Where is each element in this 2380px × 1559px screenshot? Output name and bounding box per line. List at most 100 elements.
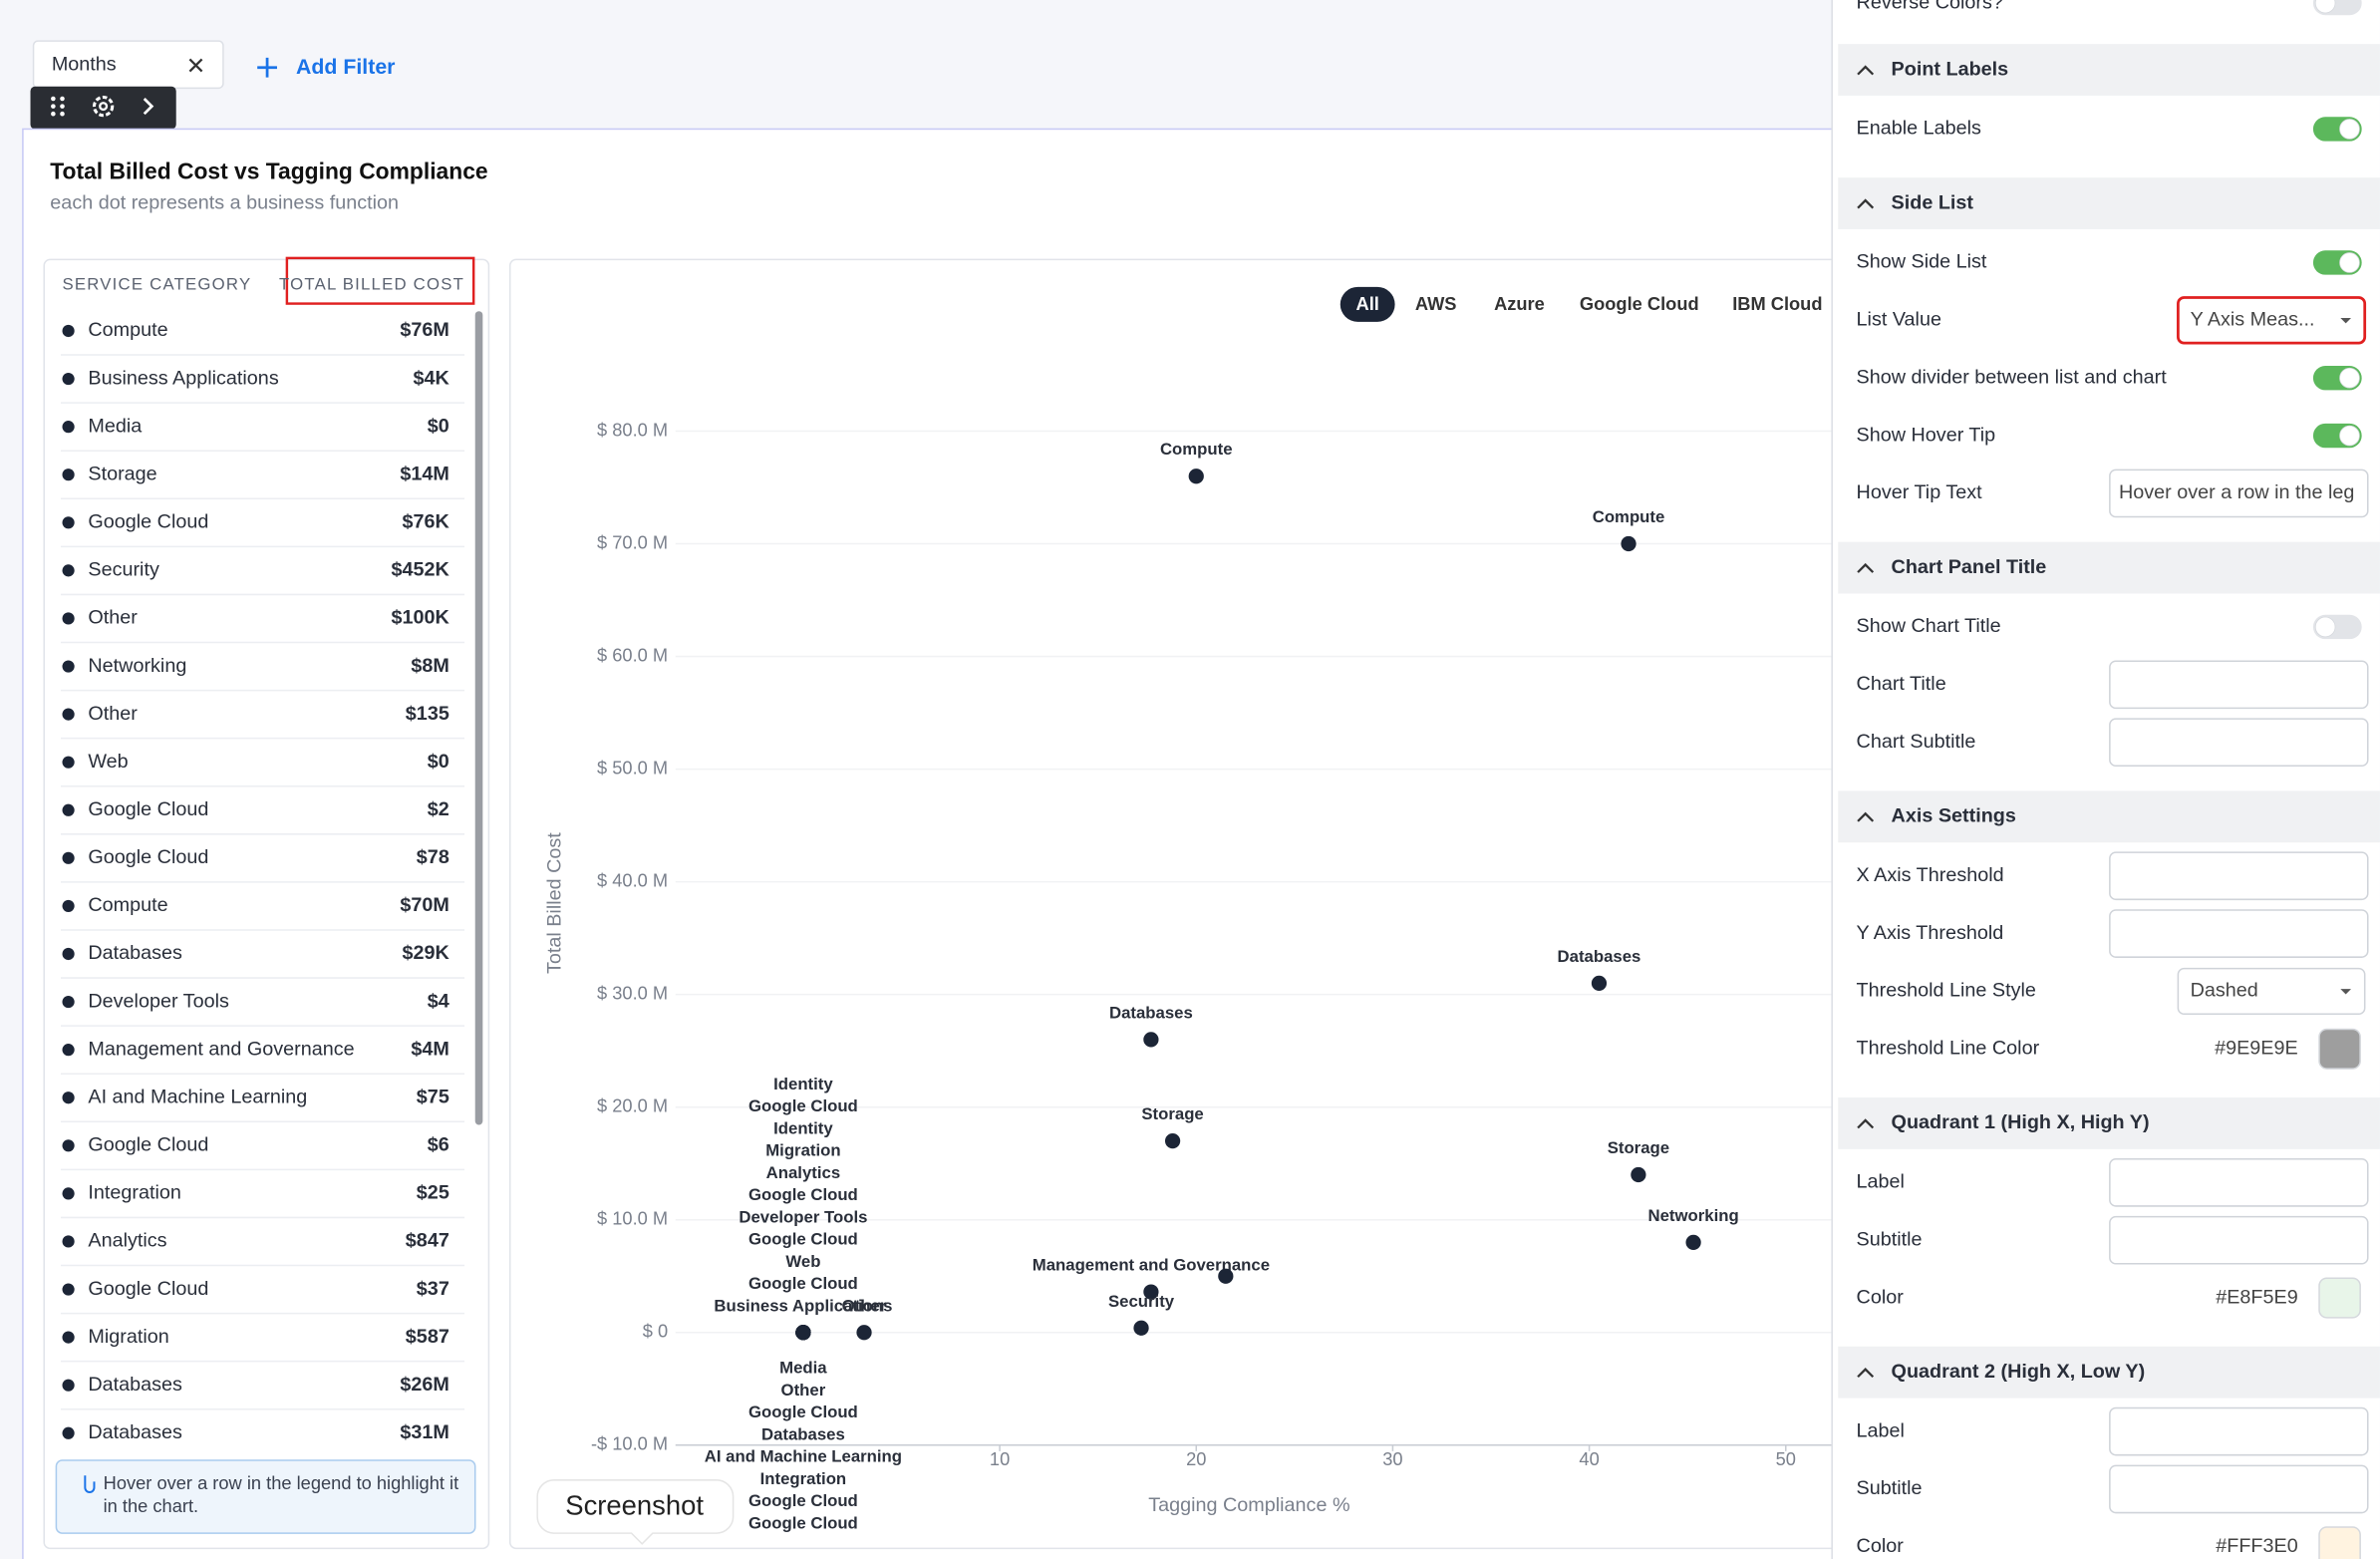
point-label: Other [842, 1296, 887, 1315]
point-label: Databases [1109, 1003, 1193, 1022]
chevron[interactable] [1857, 1368, 1875, 1379]
row-name[interactable]: Storage [88, 463, 156, 484]
row-name[interactable]: Integration [88, 1182, 180, 1204]
add-icon[interactable] [257, 57, 277, 78]
section-title: Side List [1892, 191, 1974, 213]
select[interactable] [2177, 967, 2366, 1016]
tab[interactable]: Azure [1494, 293, 1545, 314]
point[interactable] [795, 1325, 811, 1341]
point-label: Security [1108, 1292, 1175, 1311]
select[interactable] [2177, 296, 2367, 345]
point[interactable] [1143, 1032, 1159, 1048]
row-name[interactable]: Databases [88, 942, 182, 964]
point[interactable] [1218, 1268, 1234, 1284]
tab[interactable]: AWS [1415, 293, 1457, 314]
row-name[interactable]: Google Cloud [88, 1278, 208, 1300]
text-input[interactable] [2109, 1406, 2369, 1456]
text-input[interactable] [2109, 851, 2369, 901]
tab[interactable]: Google Cloud [1580, 293, 1699, 314]
row-name[interactable]: Other [88, 703, 138, 725]
scrollbar[interactable] [474, 311, 483, 1125]
hover-note [55, 1459, 476, 1534]
text-input[interactable] [2109, 1157, 2369, 1207]
row-name[interactable]: Migration [88, 1326, 168, 1348]
drag-icon[interactable] [51, 96, 65, 117]
point[interactable] [1164, 1132, 1181, 1149]
setting-label: Threshold Line Color [1857, 1038, 2040, 1060]
gear-icon[interactable] [92, 95, 115, 118]
row-name[interactable]: Networking [88, 655, 186, 677]
row-name[interactable]: Databases [88, 1374, 182, 1396]
row-name[interactable]: Google Cloud [88, 1134, 208, 1156]
section-title: Point Labels [1892, 58, 2009, 80]
toggle-knob [2339, 367, 2360, 389]
select-value: Y Axis Meas... [2191, 309, 2315, 331]
row-name[interactable]: Google Cloud [88, 846, 208, 868]
setting-label: Subtitle [1857, 1228, 1923, 1250]
row-value: $587 [406, 1326, 449, 1348]
toggle-knob [2314, 616, 2336, 638]
chevron[interactable] [1857, 562, 1875, 573]
setting-label: Y Axis Threshold [1857, 922, 2004, 944]
point-label: Databases [761, 1424, 845, 1443]
tooltip-bubble [536, 1479, 735, 1545]
row-name[interactable]: AI and Machine Learning [88, 1086, 307, 1107]
point[interactable] [1631, 1166, 1646, 1183]
point[interactable] [856, 1325, 872, 1341]
add-filter[interactable]: Add Filter [296, 55, 395, 79]
expand-icon[interactable] [143, 98, 154, 116]
row-name[interactable]: Compute [88, 894, 167, 916]
row-name[interactable]: Google Cloud [88, 798, 208, 820]
row-name[interactable]: Developer Tools [88, 990, 229, 1012]
chevron[interactable] [1857, 1118, 1875, 1129]
point-label: Google Cloud [748, 1096, 858, 1115]
text-input[interactable] [2109, 1215, 2369, 1265]
tab[interactable]: IBM Cloud [1732, 293, 1822, 314]
color-swatch[interactable] [2318, 1526, 2361, 1559]
row-dot [62, 995, 75, 1009]
close-icon[interactable] [188, 58, 203, 73]
row-value: $76M [400, 319, 448, 341]
row-name[interactable]: Databases [88, 1421, 182, 1443]
row-name[interactable]: Business Applications [88, 367, 278, 389]
text-input[interactable] [2109, 1464, 2369, 1514]
row-dot [62, 851, 75, 864]
row-name[interactable]: Analytics [88, 1230, 166, 1252]
row-dot [62, 1331, 75, 1344]
point[interactable] [1133, 1320, 1149, 1336]
row-name[interactable]: Management and Governance [88, 1038, 354, 1060]
row-name[interactable]: Security [88, 559, 159, 581]
x-tick-label: 10 [990, 1448, 1010, 1469]
text-input[interactable] [2109, 468, 2369, 518]
row-dot [62, 660, 75, 673]
point[interactable] [1621, 535, 1636, 552]
row-name[interactable]: Other [88, 607, 138, 629]
text-input[interactable] [2109, 718, 2369, 768]
point[interactable] [1591, 975, 1608, 991]
setting-label: Subtitle [1857, 1477, 1923, 1499]
point[interactable] [1188, 468, 1204, 484]
chevron[interactable] [1857, 811, 1875, 822]
text-input[interactable] [2109, 909, 2369, 958]
row-name[interactable]: Media [88, 415, 142, 437]
hover-note-text: Hover over a row in the legend to highli… [104, 1472, 459, 1516]
point[interactable] [1143, 1284, 1159, 1300]
card-subtitle: each dot represents a business function [50, 191, 399, 213]
tab[interactable]: All [1356, 293, 1379, 314]
chevron[interactable] [1857, 65, 1875, 76]
point-label: Other [781, 1381, 826, 1400]
color-value: #FFF3E0 [2216, 1535, 2297, 1557]
row-name[interactable]: Compute [88, 319, 167, 341]
point-label: Google Cloud [748, 1513, 858, 1532]
point-label: Google Cloud [748, 1185, 858, 1204]
section-header [1838, 1097, 2380, 1149]
setting-label: X Axis Threshold [1857, 864, 2004, 886]
row-name[interactable]: Google Cloud [88, 511, 208, 533]
point[interactable] [1685, 1234, 1701, 1250]
color-swatch[interactable] [2318, 1028, 2361, 1070]
text-input[interactable] [2109, 660, 2369, 710]
row-name[interactable]: Web [88, 751, 128, 773]
color-swatch[interactable] [2318, 1277, 2361, 1319]
row-value: $75 [417, 1086, 449, 1107]
chevron[interactable] [1857, 198, 1875, 209]
